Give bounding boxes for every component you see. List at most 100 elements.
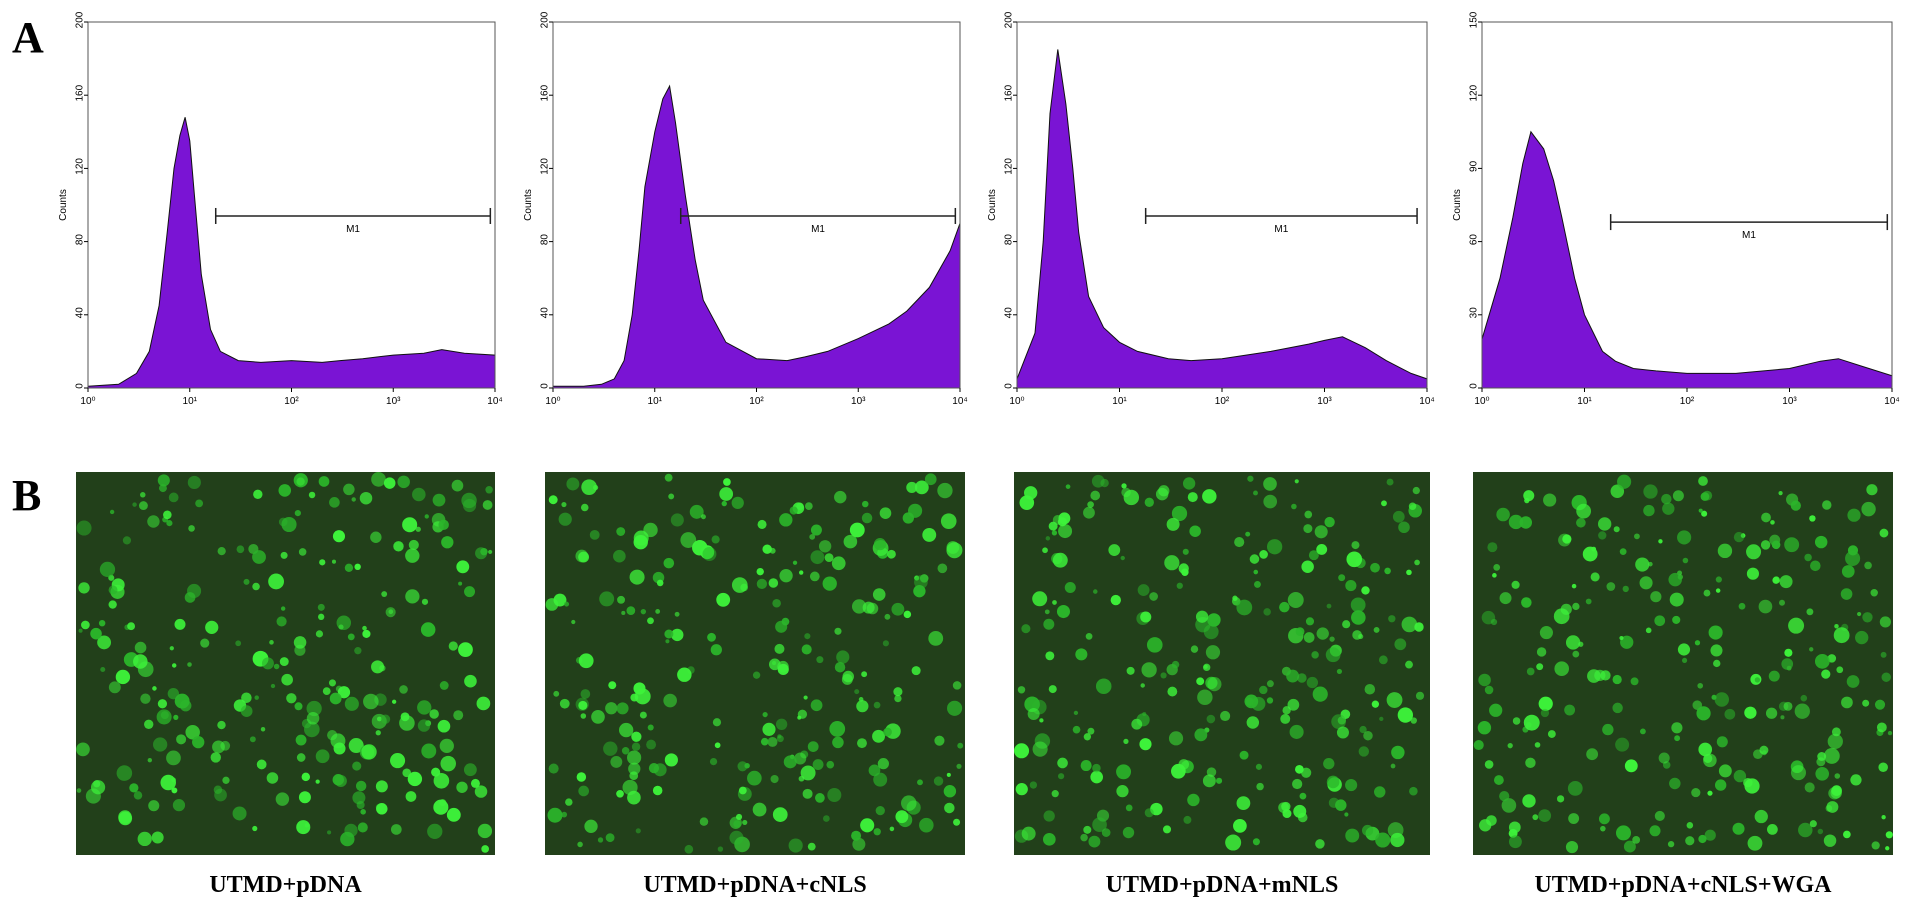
cell — [1810, 560, 1821, 572]
cell — [1110, 594, 1121, 606]
cell — [1315, 839, 1325, 849]
cell — [1195, 610, 1209, 623]
cell — [1171, 505, 1188, 522]
cell — [1806, 608, 1814, 616]
cell — [1700, 492, 1710, 501]
cell — [1733, 769, 1747, 783]
cell — [760, 737, 769, 746]
cell — [1391, 745, 1405, 760]
cell — [1484, 760, 1494, 769]
cell — [147, 757, 153, 763]
cell — [99, 561, 116, 578]
cell — [1815, 766, 1830, 781]
cell — [407, 771, 423, 787]
cell — [1149, 592, 1158, 601]
cell — [1525, 757, 1536, 769]
cell — [1493, 775, 1504, 785]
cell — [1669, 777, 1681, 790]
cell — [352, 761, 362, 771]
cell — [1624, 759, 1638, 773]
y-tick-label: 60 — [1469, 234, 1480, 246]
cell — [1667, 840, 1675, 848]
y-tick-label: 80 — [75, 234, 86, 246]
cell — [610, 755, 623, 768]
cell — [1194, 728, 1208, 742]
cell — [147, 515, 160, 528]
cell — [1379, 716, 1384, 722]
cell — [922, 527, 937, 542]
cell — [352, 791, 366, 805]
cell — [731, 496, 744, 510]
cell — [252, 550, 266, 564]
cell — [1251, 696, 1266, 711]
cell — [834, 627, 842, 635]
cell — [1207, 613, 1221, 627]
cell — [214, 788, 227, 802]
cell — [809, 571, 820, 582]
cell — [591, 710, 605, 724]
cell — [1401, 616, 1418, 633]
cell — [647, 724, 654, 731]
cell — [566, 477, 580, 491]
cell — [241, 692, 252, 704]
cell — [332, 530, 346, 543]
y-tick-label: 40 — [540, 307, 551, 319]
cell — [621, 746, 630, 755]
cell — [1045, 536, 1051, 541]
cell — [903, 610, 912, 619]
cell — [1142, 711, 1147, 717]
cell — [580, 689, 591, 699]
cell — [78, 582, 90, 594]
cell — [1508, 514, 1524, 530]
cell — [1714, 779, 1727, 791]
cell — [1677, 643, 1691, 656]
cell — [664, 629, 674, 639]
cell — [1052, 552, 1068, 568]
cell — [108, 600, 117, 609]
cell — [1523, 714, 1540, 731]
cell — [1246, 716, 1260, 729]
cell — [1361, 586, 1370, 595]
cell — [937, 563, 948, 574]
cell — [1351, 610, 1366, 625]
cell — [873, 701, 881, 709]
cell — [1698, 476, 1708, 486]
cell — [834, 661, 846, 673]
cell — [476, 696, 491, 711]
cell — [1048, 685, 1057, 694]
y-tick-label: 160 — [75, 84, 86, 101]
cell — [1160, 672, 1167, 679]
cell — [1344, 812, 1349, 817]
cell — [405, 548, 420, 563]
cell — [957, 742, 964, 749]
cell — [421, 598, 429, 605]
cell — [1508, 821, 1521, 834]
cell — [1361, 824, 1374, 837]
cell — [1619, 635, 1624, 641]
cell — [185, 725, 200, 740]
cell — [1239, 750, 1249, 760]
cell — [631, 742, 641, 751]
cell — [1247, 475, 1254, 482]
y-tick-label: 200 — [1004, 11, 1015, 28]
cell — [1876, 722, 1887, 733]
cell — [210, 752, 221, 763]
cell — [1686, 822, 1694, 829]
cell — [1146, 637, 1163, 653]
cell — [861, 512, 873, 524]
cell — [1207, 677, 1222, 692]
cell — [772, 807, 788, 822]
y-tick-label: 0 — [75, 383, 86, 389]
cell — [1263, 608, 1271, 616]
cell — [1024, 696, 1040, 713]
cell — [397, 475, 410, 489]
cell — [78, 628, 83, 633]
cell — [1187, 793, 1200, 807]
cell — [1698, 834, 1707, 844]
cell — [408, 539, 419, 550]
cell — [127, 622, 136, 631]
cell — [858, 697, 864, 702]
cell — [914, 480, 929, 495]
cell — [1765, 707, 1778, 719]
cell — [402, 768, 412, 778]
